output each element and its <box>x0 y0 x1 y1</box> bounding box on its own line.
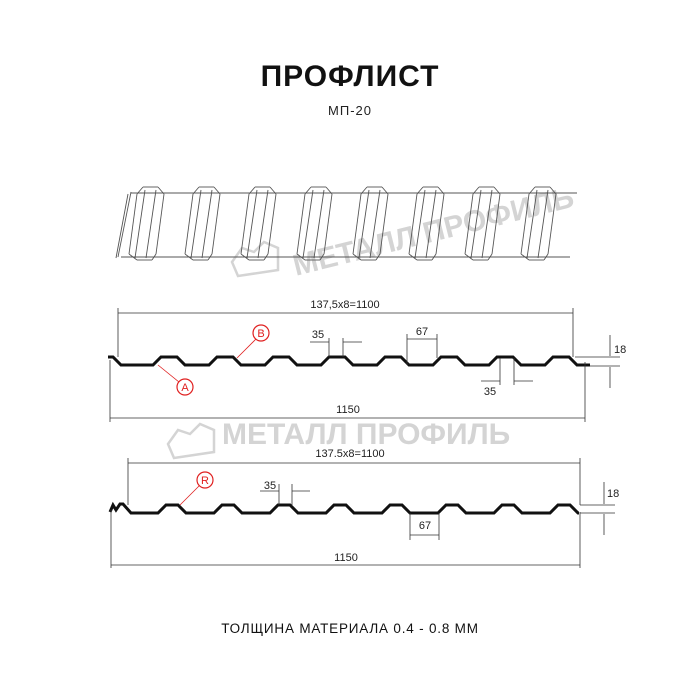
sheet-rib-line <box>269 186 277 195</box>
sheet-rib-line <box>207 253 213 261</box>
sheet-rib-line <box>319 253 325 261</box>
sheet-rib-line <box>360 186 368 195</box>
sheet-rib-line <box>240 253 250 261</box>
sheet-rib-line <box>547 193 557 255</box>
sheet-rib-line <box>543 253 549 261</box>
sheet-rib-line <box>408 193 418 255</box>
profile-2-outline <box>108 501 580 515</box>
sheet-rib-line <box>296 193 306 255</box>
profile-1-width-label: 1150 <box>336 404 360 416</box>
sheet-rib-line <box>414 189 426 259</box>
sheet-rib-line <box>155 193 165 255</box>
watermark-logo-icon <box>230 240 280 278</box>
sheet-rib-line <box>431 253 437 261</box>
watermark-logo-icon <box>166 422 216 460</box>
sheet-rib-line <box>437 186 445 195</box>
sheet-rib-line <box>136 186 144 195</box>
sheet-rib-line <box>520 193 530 255</box>
sheet-rib-line <box>192 186 200 195</box>
marker-a: A <box>181 382 189 394</box>
sheet-rib-line <box>369 189 381 259</box>
sheet-rib-line <box>296 253 306 261</box>
sheet-rib-line <box>325 186 333 195</box>
sheet-rib-line <box>381 186 389 195</box>
profile-1-top-rib-label: 35 <box>312 329 324 341</box>
profile-1-bottom-rib-label: 35 <box>484 386 496 398</box>
profile-2-height-label: 18 <box>607 488 619 500</box>
watermark-text: МЕТАЛЛ ПРОФИЛЬ <box>290 181 578 283</box>
profile-1 <box>108 308 620 422</box>
sheet-rib-line <box>549 186 557 195</box>
sheet-rib-line <box>408 253 418 261</box>
sheet-rib-line <box>117 191 132 258</box>
sheet-3d-view <box>115 186 577 261</box>
sheet-rib-line <box>491 193 501 255</box>
sheet-rib-line <box>526 189 538 259</box>
sheet-rib-line <box>213 186 221 195</box>
material-thickness-note: ТОЛЩИНА МАТЕРИАЛА 0.4 - 0.8 ММ <box>221 621 479 636</box>
sheet-rib-line <box>151 253 157 261</box>
sheet-rib-line <box>470 189 482 259</box>
profile-1-height-label: 18 <box>614 344 626 356</box>
sheet-rib-line <box>190 189 202 259</box>
sheet-rib-line <box>352 193 362 255</box>
sheet-rib-line <box>304 186 312 195</box>
sheet-rib-line <box>358 189 370 259</box>
sheet-rib-line <box>134 189 146 259</box>
sheet-rib-line <box>184 253 194 261</box>
sheet-rib-line <box>493 186 501 195</box>
sheet-rib-line <box>246 189 258 259</box>
profile-1-outline <box>108 355 590 367</box>
sheet-rib-line <box>323 193 333 255</box>
sheet-rib-line <box>481 189 493 259</box>
profile-2-width-label: 1150 <box>334 552 358 564</box>
sheet-rib-line <box>145 189 157 259</box>
watermark-middle: МЕТАЛЛ ПРОФИЛЬ <box>166 418 510 460</box>
sheet-rib-line <box>487 253 493 261</box>
page-subtitle: МП-20 <box>328 103 372 118</box>
marker-b: B <box>257 328 264 340</box>
sheet-rib-line <box>211 193 221 255</box>
sheet-rib-line <box>435 193 445 255</box>
sheet-rib-line <box>425 189 437 259</box>
sheet-rib-line <box>248 186 256 195</box>
watermark-text: МЕТАЛЛ ПРОФИЛЬ <box>222 418 510 451</box>
profile-2-gap-label: 67 <box>419 520 431 532</box>
sheet-rib-line <box>464 193 474 255</box>
sheet-rib-line <box>257 189 269 259</box>
sheet-rib-line <box>128 193 138 255</box>
profile-2-pitch-label: 137.5x8=1100 <box>315 448 384 460</box>
profile-2 <box>108 458 615 568</box>
sheet-rib-line <box>464 253 474 261</box>
sheet-rib-line <box>263 253 269 261</box>
sheet-rib-line <box>267 193 277 255</box>
sheet-rib-line <box>352 253 362 261</box>
sheet-rib-line <box>379 193 389 255</box>
sheet-rib-line <box>184 193 194 255</box>
sheet-rib-line <box>201 189 213 259</box>
marker-r: R <box>201 475 209 487</box>
sheet-rib-line <box>240 193 250 255</box>
sheet-rib-line <box>472 186 480 195</box>
sheet-rib-line <box>520 253 530 261</box>
profile-1-gap-label: 67 <box>416 326 428 338</box>
sheet-rib-line <box>416 186 424 195</box>
sheet-rib-line <box>537 189 549 259</box>
sheet-rib-line <box>528 186 536 195</box>
sheet-rib-line <box>375 253 381 261</box>
sheet-rib-line <box>157 186 165 195</box>
profile-1-pitch-label: 137,5x8=1100 <box>310 299 379 311</box>
sheet-rib-line <box>128 253 138 261</box>
page-title: ПРОФЛИСТ <box>260 60 440 93</box>
profile-2-top-rib-label: 35 <box>264 480 276 492</box>
sheet-rib-line <box>302 189 314 259</box>
sheet-rib-line <box>313 189 325 259</box>
sheet-rib-line <box>115 193 129 259</box>
